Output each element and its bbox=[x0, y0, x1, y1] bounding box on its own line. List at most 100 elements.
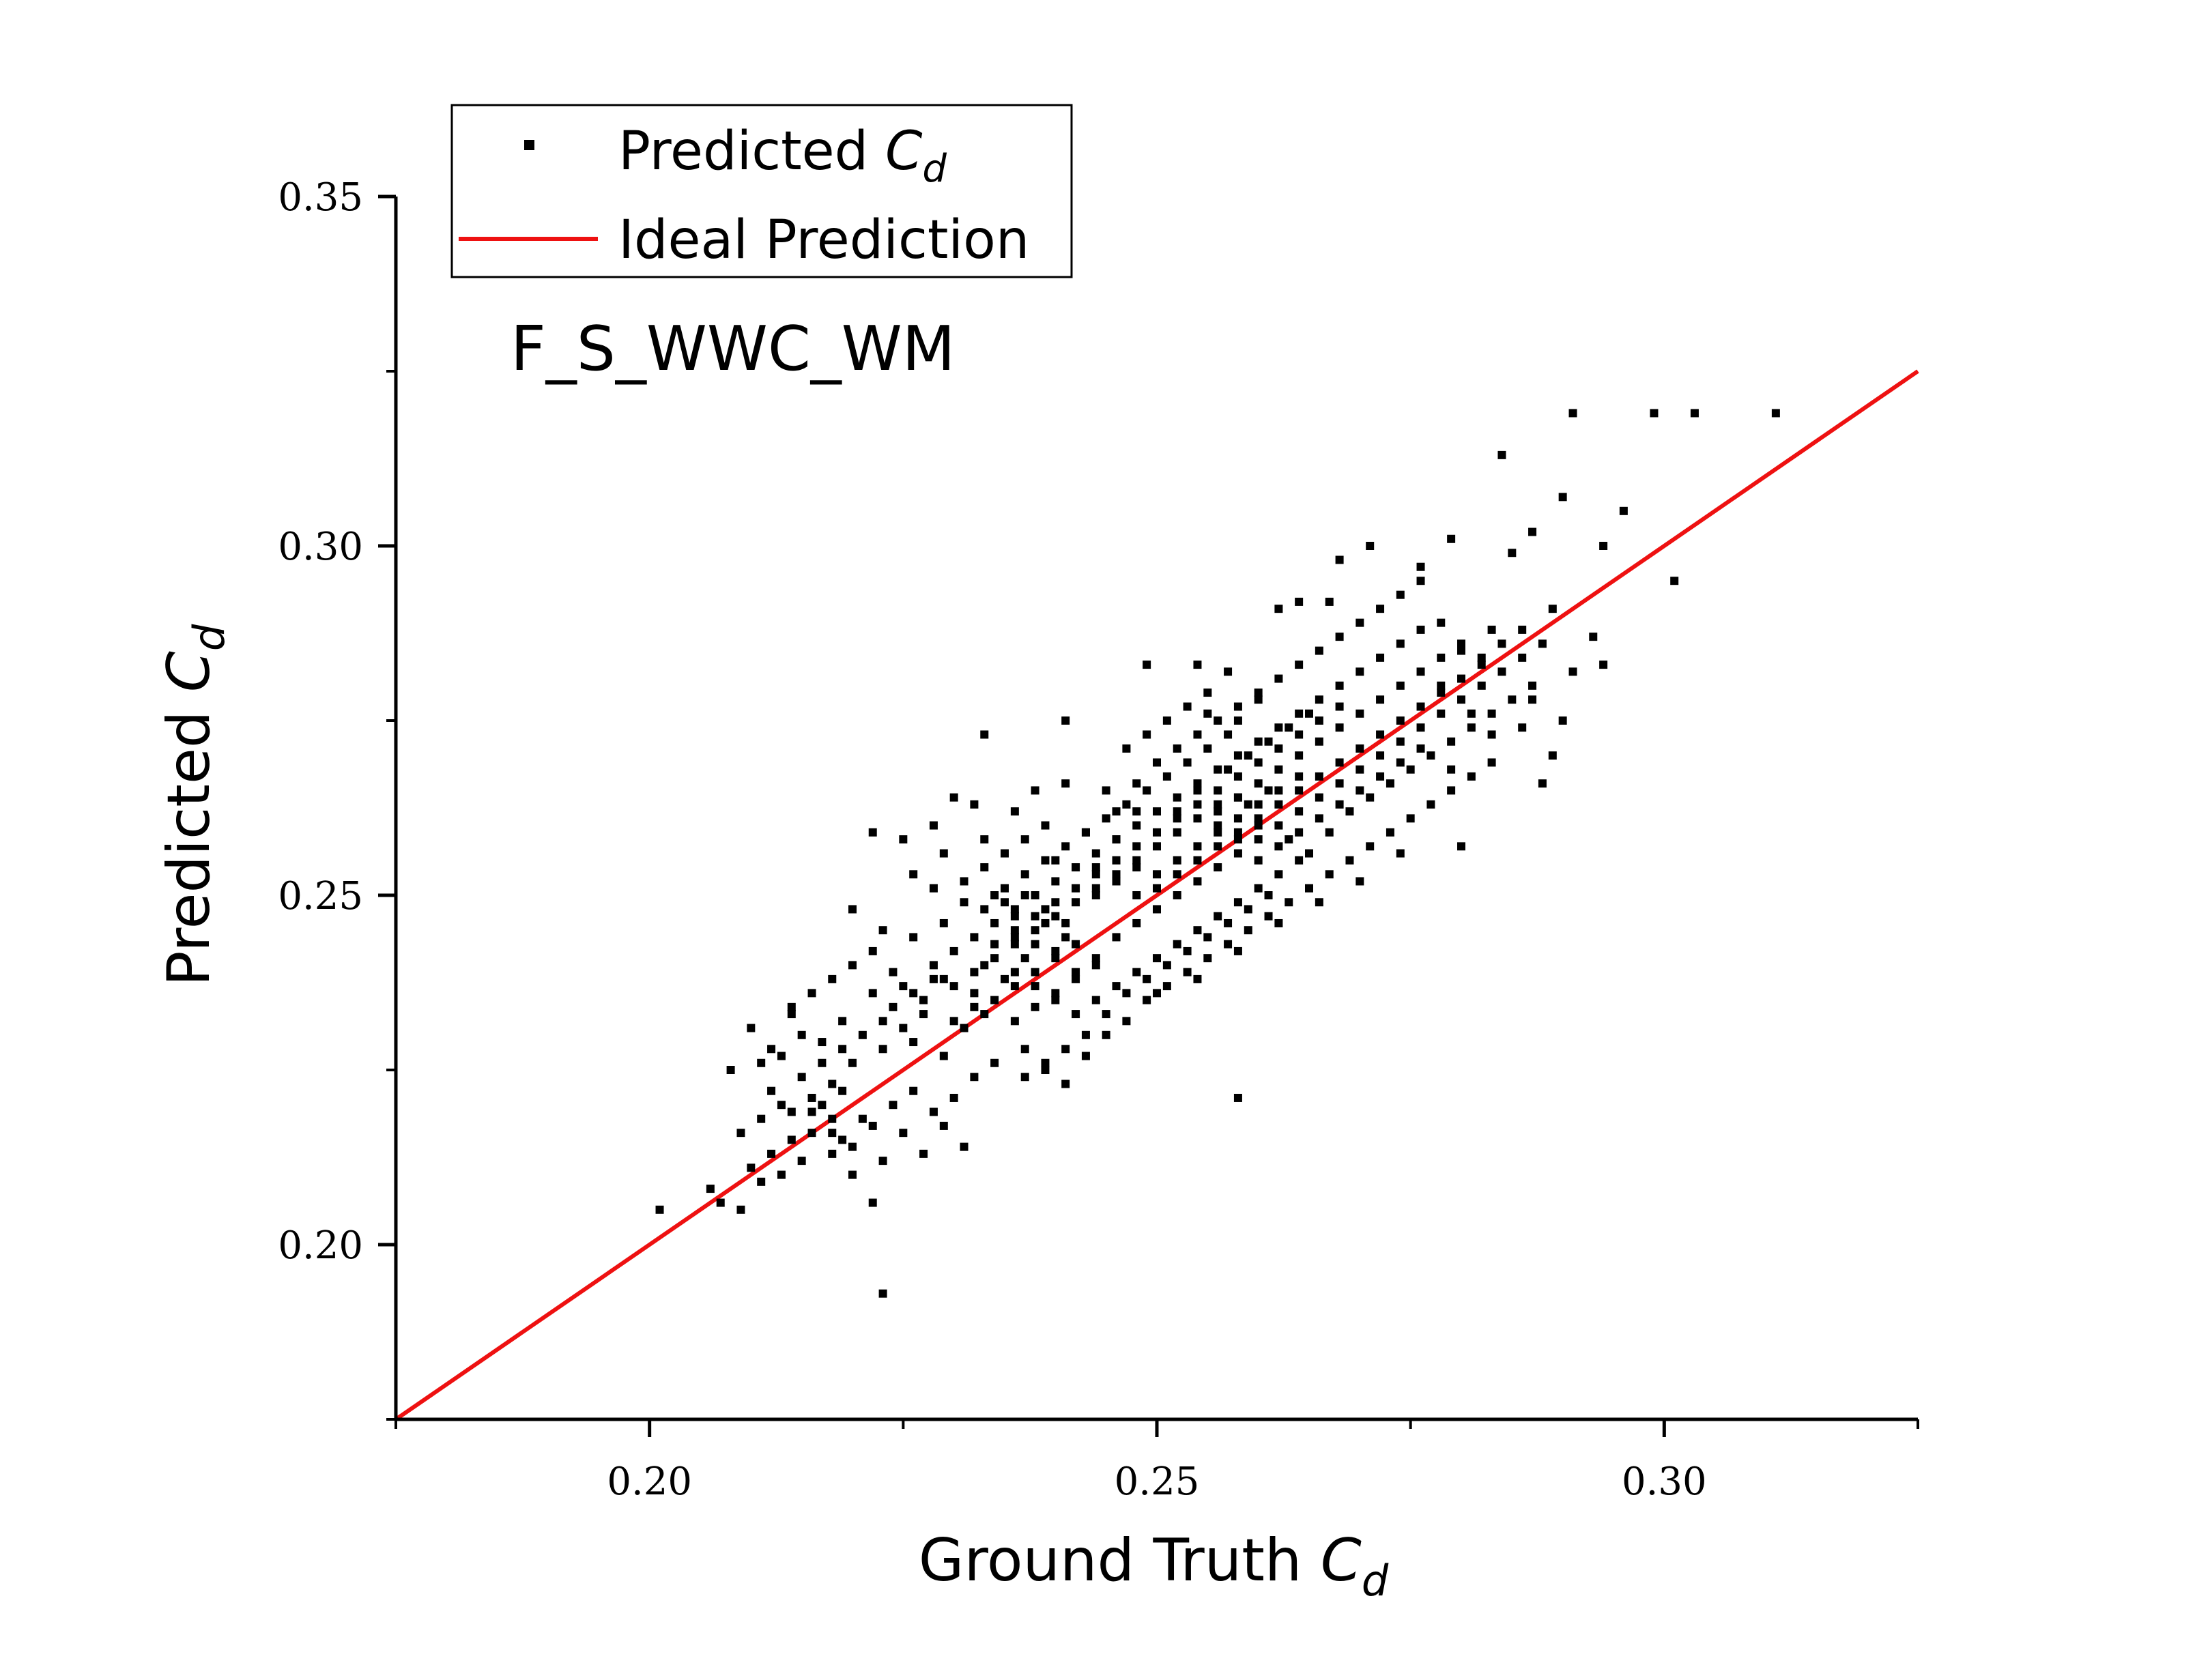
data-point bbox=[868, 828, 877, 837]
data-point bbox=[1031, 912, 1039, 921]
legend-predicted-text: Predicted bbox=[618, 121, 885, 182]
data-point bbox=[919, 1010, 928, 1019]
data-point bbox=[980, 1010, 989, 1019]
data-point bbox=[939, 1052, 948, 1060]
data-point bbox=[1244, 751, 1252, 760]
x-axis-title: Ground Truth Cd bbox=[919, 1526, 1389, 1606]
data-point bbox=[1143, 730, 1151, 739]
data-point bbox=[990, 996, 999, 1004]
data-point bbox=[1254, 821, 1263, 830]
data-point bbox=[1233, 946, 1242, 955]
data-point bbox=[1041, 918, 1050, 927]
data-point bbox=[1173, 814, 1181, 823]
data-point bbox=[929, 1107, 938, 1116]
data-point bbox=[1233, 828, 1242, 837]
data-point bbox=[990, 918, 999, 927]
data-point bbox=[1315, 793, 1323, 802]
x-tick-label: 0.25 bbox=[1115, 1460, 1200, 1504]
data-point bbox=[1406, 814, 1415, 823]
data-point bbox=[1091, 996, 1100, 1004]
data-point bbox=[1010, 982, 1019, 991]
data-point bbox=[807, 1129, 816, 1138]
y-axis-title-symbol: C bbox=[155, 651, 223, 692]
data-point bbox=[1295, 709, 1304, 718]
data-point bbox=[1132, 891, 1141, 899]
y-tick-label: 0.30 bbox=[278, 525, 363, 569]
data-point bbox=[980, 961, 989, 970]
data-point bbox=[1183, 702, 1192, 711]
data-point bbox=[1233, 1093, 1242, 1102]
data-point bbox=[1650, 409, 1659, 418]
data-point bbox=[1214, 912, 1222, 921]
data-point bbox=[1224, 918, 1233, 927]
x-axis-title-subscript: d bbox=[1362, 1556, 1389, 1606]
data-point bbox=[1274, 723, 1283, 732]
data-point bbox=[1031, 968, 1039, 976]
data-point bbox=[878, 1289, 887, 1298]
data-point bbox=[919, 996, 928, 1004]
data-point bbox=[1325, 828, 1334, 837]
data-point bbox=[1497, 667, 1506, 676]
data-point bbox=[1214, 863, 1222, 872]
data-point bbox=[1589, 633, 1598, 641]
data-point bbox=[1558, 716, 1567, 725]
y-tick-label: 0.20 bbox=[278, 1223, 363, 1268]
data-point bbox=[1233, 793, 1242, 802]
data-point bbox=[1518, 653, 1527, 662]
data-point bbox=[1214, 786, 1222, 795]
data-point bbox=[1274, 870, 1283, 879]
data-point bbox=[1355, 786, 1364, 795]
data-point bbox=[1254, 814, 1263, 823]
data-point bbox=[1518, 625, 1527, 634]
data-point bbox=[1081, 1052, 1090, 1060]
data-point bbox=[1315, 898, 1323, 907]
data-point bbox=[1376, 772, 1385, 781]
data-point bbox=[1162, 961, 1171, 970]
data-point bbox=[949, 1017, 958, 1026]
data-point bbox=[1061, 716, 1070, 725]
data-point bbox=[1244, 800, 1252, 809]
data-point bbox=[1285, 835, 1293, 844]
data-point bbox=[1285, 723, 1293, 732]
data-point bbox=[1366, 793, 1375, 802]
data-point bbox=[1376, 695, 1385, 704]
data-point bbox=[1264, 891, 1273, 899]
data-point bbox=[1203, 744, 1212, 753]
data-point bbox=[1153, 905, 1161, 914]
data-point bbox=[1599, 661, 1608, 669]
data-point bbox=[777, 1101, 786, 1110]
data-point bbox=[1193, 842, 1202, 851]
data-point bbox=[1051, 912, 1060, 921]
data-point bbox=[929, 961, 938, 970]
data-point bbox=[1072, 1010, 1080, 1019]
data-point bbox=[1214, 821, 1222, 830]
data-point bbox=[1497, 450, 1506, 459]
data-point bbox=[1447, 737, 1456, 746]
data-point bbox=[1274, 842, 1283, 851]
data-point bbox=[1366, 542, 1375, 550]
data-point bbox=[1335, 633, 1344, 641]
data-point bbox=[1457, 646, 1465, 655]
data-point bbox=[1214, 828, 1222, 837]
data-point bbox=[990, 891, 999, 899]
data-point bbox=[1020, 954, 1029, 963]
data-point bbox=[1315, 772, 1323, 781]
data-point bbox=[1416, 744, 1425, 753]
legend-box bbox=[450, 104, 1073, 278]
data-point bbox=[1193, 730, 1202, 739]
y-tick-label: 0.25 bbox=[278, 874, 363, 918]
data-point bbox=[1233, 849, 1242, 858]
legend-label-ideal: Ideal Prediction bbox=[618, 209, 1029, 271]
data-point bbox=[909, 870, 918, 879]
data-point bbox=[1031, 786, 1039, 795]
data-point bbox=[1528, 695, 1537, 704]
data-point bbox=[980, 905, 989, 914]
data-point bbox=[1112, 870, 1121, 879]
data-point bbox=[1305, 849, 1313, 858]
data-point bbox=[1051, 898, 1060, 907]
data-point bbox=[787, 1010, 796, 1019]
data-point bbox=[1437, 618, 1446, 627]
data-point bbox=[889, 968, 898, 976]
data-point bbox=[1477, 681, 1486, 690]
data-point bbox=[1183, 968, 1192, 976]
